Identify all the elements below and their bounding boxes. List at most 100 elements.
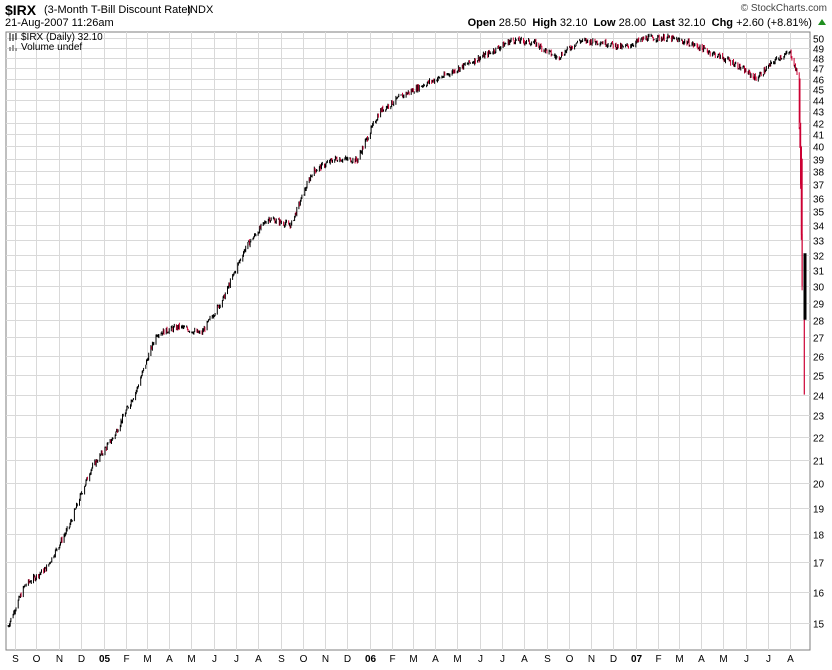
x-tick-label: M xyxy=(409,654,417,665)
y-tick-label: 48 xyxy=(813,55,825,66)
x-tick-label: D xyxy=(78,654,85,665)
y-tick-label: 36 xyxy=(813,195,825,206)
last-label: Last xyxy=(652,17,675,29)
y-tick-label: 33 xyxy=(813,237,825,248)
low-value: 28.00 xyxy=(618,17,647,29)
x-gridlines xyxy=(15,32,791,650)
y-tick-label: 20 xyxy=(813,480,825,491)
x-tick-label: O xyxy=(566,654,574,665)
x-tick-label: A xyxy=(432,654,439,665)
chg-label: Chg xyxy=(711,17,734,29)
x-tick-label: N xyxy=(322,654,329,665)
up-arrow-icon xyxy=(818,19,826,25)
x-tick-label: O xyxy=(300,654,308,665)
x-tick-label: S xyxy=(544,654,551,665)
x-tick-label: N xyxy=(588,654,595,665)
y-tick-label: 30 xyxy=(813,283,825,294)
y-tick-label: 27 xyxy=(813,334,825,345)
ticker-description: (3-Month T-Bill Discount Rate) xyxy=(44,4,192,16)
y-tick-label: 45 xyxy=(813,86,825,97)
x-tick-label: A xyxy=(255,654,262,665)
x-tick-labels: S O N D 05 F M A M J J A S O N D 06 F M A M J J A S O N D 07 F M A M J J A xyxy=(12,654,794,665)
y-tick-label: 23 xyxy=(813,412,825,423)
high-label: High xyxy=(532,17,557,29)
y-tick-label: 21 xyxy=(813,457,825,468)
x-tick-label: 05 xyxy=(99,654,111,665)
y-tick-label: 46 xyxy=(813,76,825,87)
x-tick-label: A xyxy=(698,654,705,665)
x-tick-label: 07 xyxy=(631,654,643,665)
chg-value: +2.60 (+8.81%) xyxy=(736,17,812,29)
x-tick-label: J xyxy=(744,654,749,665)
legend-series: $IRX (Daily) 32.10 xyxy=(9,32,103,43)
y-tick-labels: 15 16 17 18 19 20 21 22 23 24 25 26 27 28 29 30 31 32 33 34… xyxy=(813,35,825,631)
y-tick-label: 32 xyxy=(813,252,825,263)
x-tick-label: A xyxy=(521,654,528,665)
x-tick-label: M xyxy=(187,654,195,665)
y-tick-label: 31 xyxy=(813,267,825,278)
x-tick-label: J xyxy=(478,654,483,665)
price-series xyxy=(7,33,807,628)
exchange-label: INDX xyxy=(187,4,214,16)
x-tick-label: A xyxy=(787,654,794,665)
x-tick-label: M xyxy=(453,654,461,665)
x-tick-label: F xyxy=(389,654,395,665)
y-tick-label: 38 xyxy=(813,168,825,179)
x-tick-label: F xyxy=(655,654,661,665)
y-tick-label: 44 xyxy=(813,97,825,108)
y-tick-label: 41 xyxy=(813,131,825,142)
x-tick-label: D xyxy=(610,654,617,665)
legend-volume: Volume undef xyxy=(9,42,82,53)
stockcharts-credit[interactable]: © StockCharts.com xyxy=(740,3,827,14)
y-tick-label: 19 xyxy=(813,505,825,516)
y-tick-label: 34 xyxy=(813,222,825,233)
y-tick-label: 50 xyxy=(813,35,825,46)
x-tick-label: N xyxy=(56,654,63,665)
y-tick-label: 16 xyxy=(813,589,825,600)
y-tick-label: 35 xyxy=(813,208,825,219)
y-tick-label: 39 xyxy=(813,156,825,167)
last-value: 32.10 xyxy=(677,17,706,29)
legend-series-label: $IRX (Daily) 32.10 xyxy=(21,32,103,43)
x-tick-label: 06 xyxy=(365,654,377,665)
y-tick-label: 40 xyxy=(813,143,825,154)
x-tick-label: D xyxy=(344,654,351,665)
x-tick-label: S xyxy=(12,654,19,665)
volume-bars-icon xyxy=(9,43,18,51)
legend-volume-label: Volume undef xyxy=(21,42,83,53)
y-tick-label: 42 xyxy=(813,120,825,131)
y-tick-label: 49 xyxy=(813,45,825,56)
y-tick-label: 17 xyxy=(813,559,825,570)
x-tick-label: M xyxy=(719,654,727,665)
open-label: Open xyxy=(467,17,496,29)
ticker-symbol: $IRX xyxy=(5,2,37,18)
y-tick-label: 43 xyxy=(813,108,825,119)
y-gridlines xyxy=(6,38,810,624)
y-tick-label: 26 xyxy=(813,353,825,364)
x-tick-label: F xyxy=(123,654,129,665)
low-label: Low xyxy=(593,17,616,29)
x-tick-label: M xyxy=(675,654,683,665)
chart-header: $IRX (3-Month T-Bill Discount Rate) INDX… xyxy=(0,0,832,30)
x-tick-label: J xyxy=(766,654,771,665)
x-tick-label: S xyxy=(278,654,285,665)
y-tick-label: 15 xyxy=(813,620,825,631)
quote-summary: Open 28.50 High 32.10 Low 28.00 Last 32.… xyxy=(468,17,826,29)
y-tick-label: 47 xyxy=(813,65,825,76)
quote-datetime: 21-Aug-2007 11:26am xyxy=(5,17,114,29)
x-tick-label: A xyxy=(166,654,173,665)
high-value: 32.10 xyxy=(559,17,588,29)
open-value: 28.50 xyxy=(498,17,527,29)
x-tick-label: J xyxy=(212,654,217,665)
y-tick-label: 22 xyxy=(813,434,825,445)
y-tick-label: 37 xyxy=(813,181,825,192)
y-tick-label: 25 xyxy=(813,372,825,383)
x-tick-label: O xyxy=(33,654,41,665)
y-tick-label: 29 xyxy=(813,300,825,311)
x-tick-label: J xyxy=(234,654,239,665)
x-tick-label: M xyxy=(143,654,151,665)
y-tick-label: 24 xyxy=(813,392,825,403)
y-tick-label: 28 xyxy=(813,317,825,328)
x-tick-label: J xyxy=(500,654,505,665)
